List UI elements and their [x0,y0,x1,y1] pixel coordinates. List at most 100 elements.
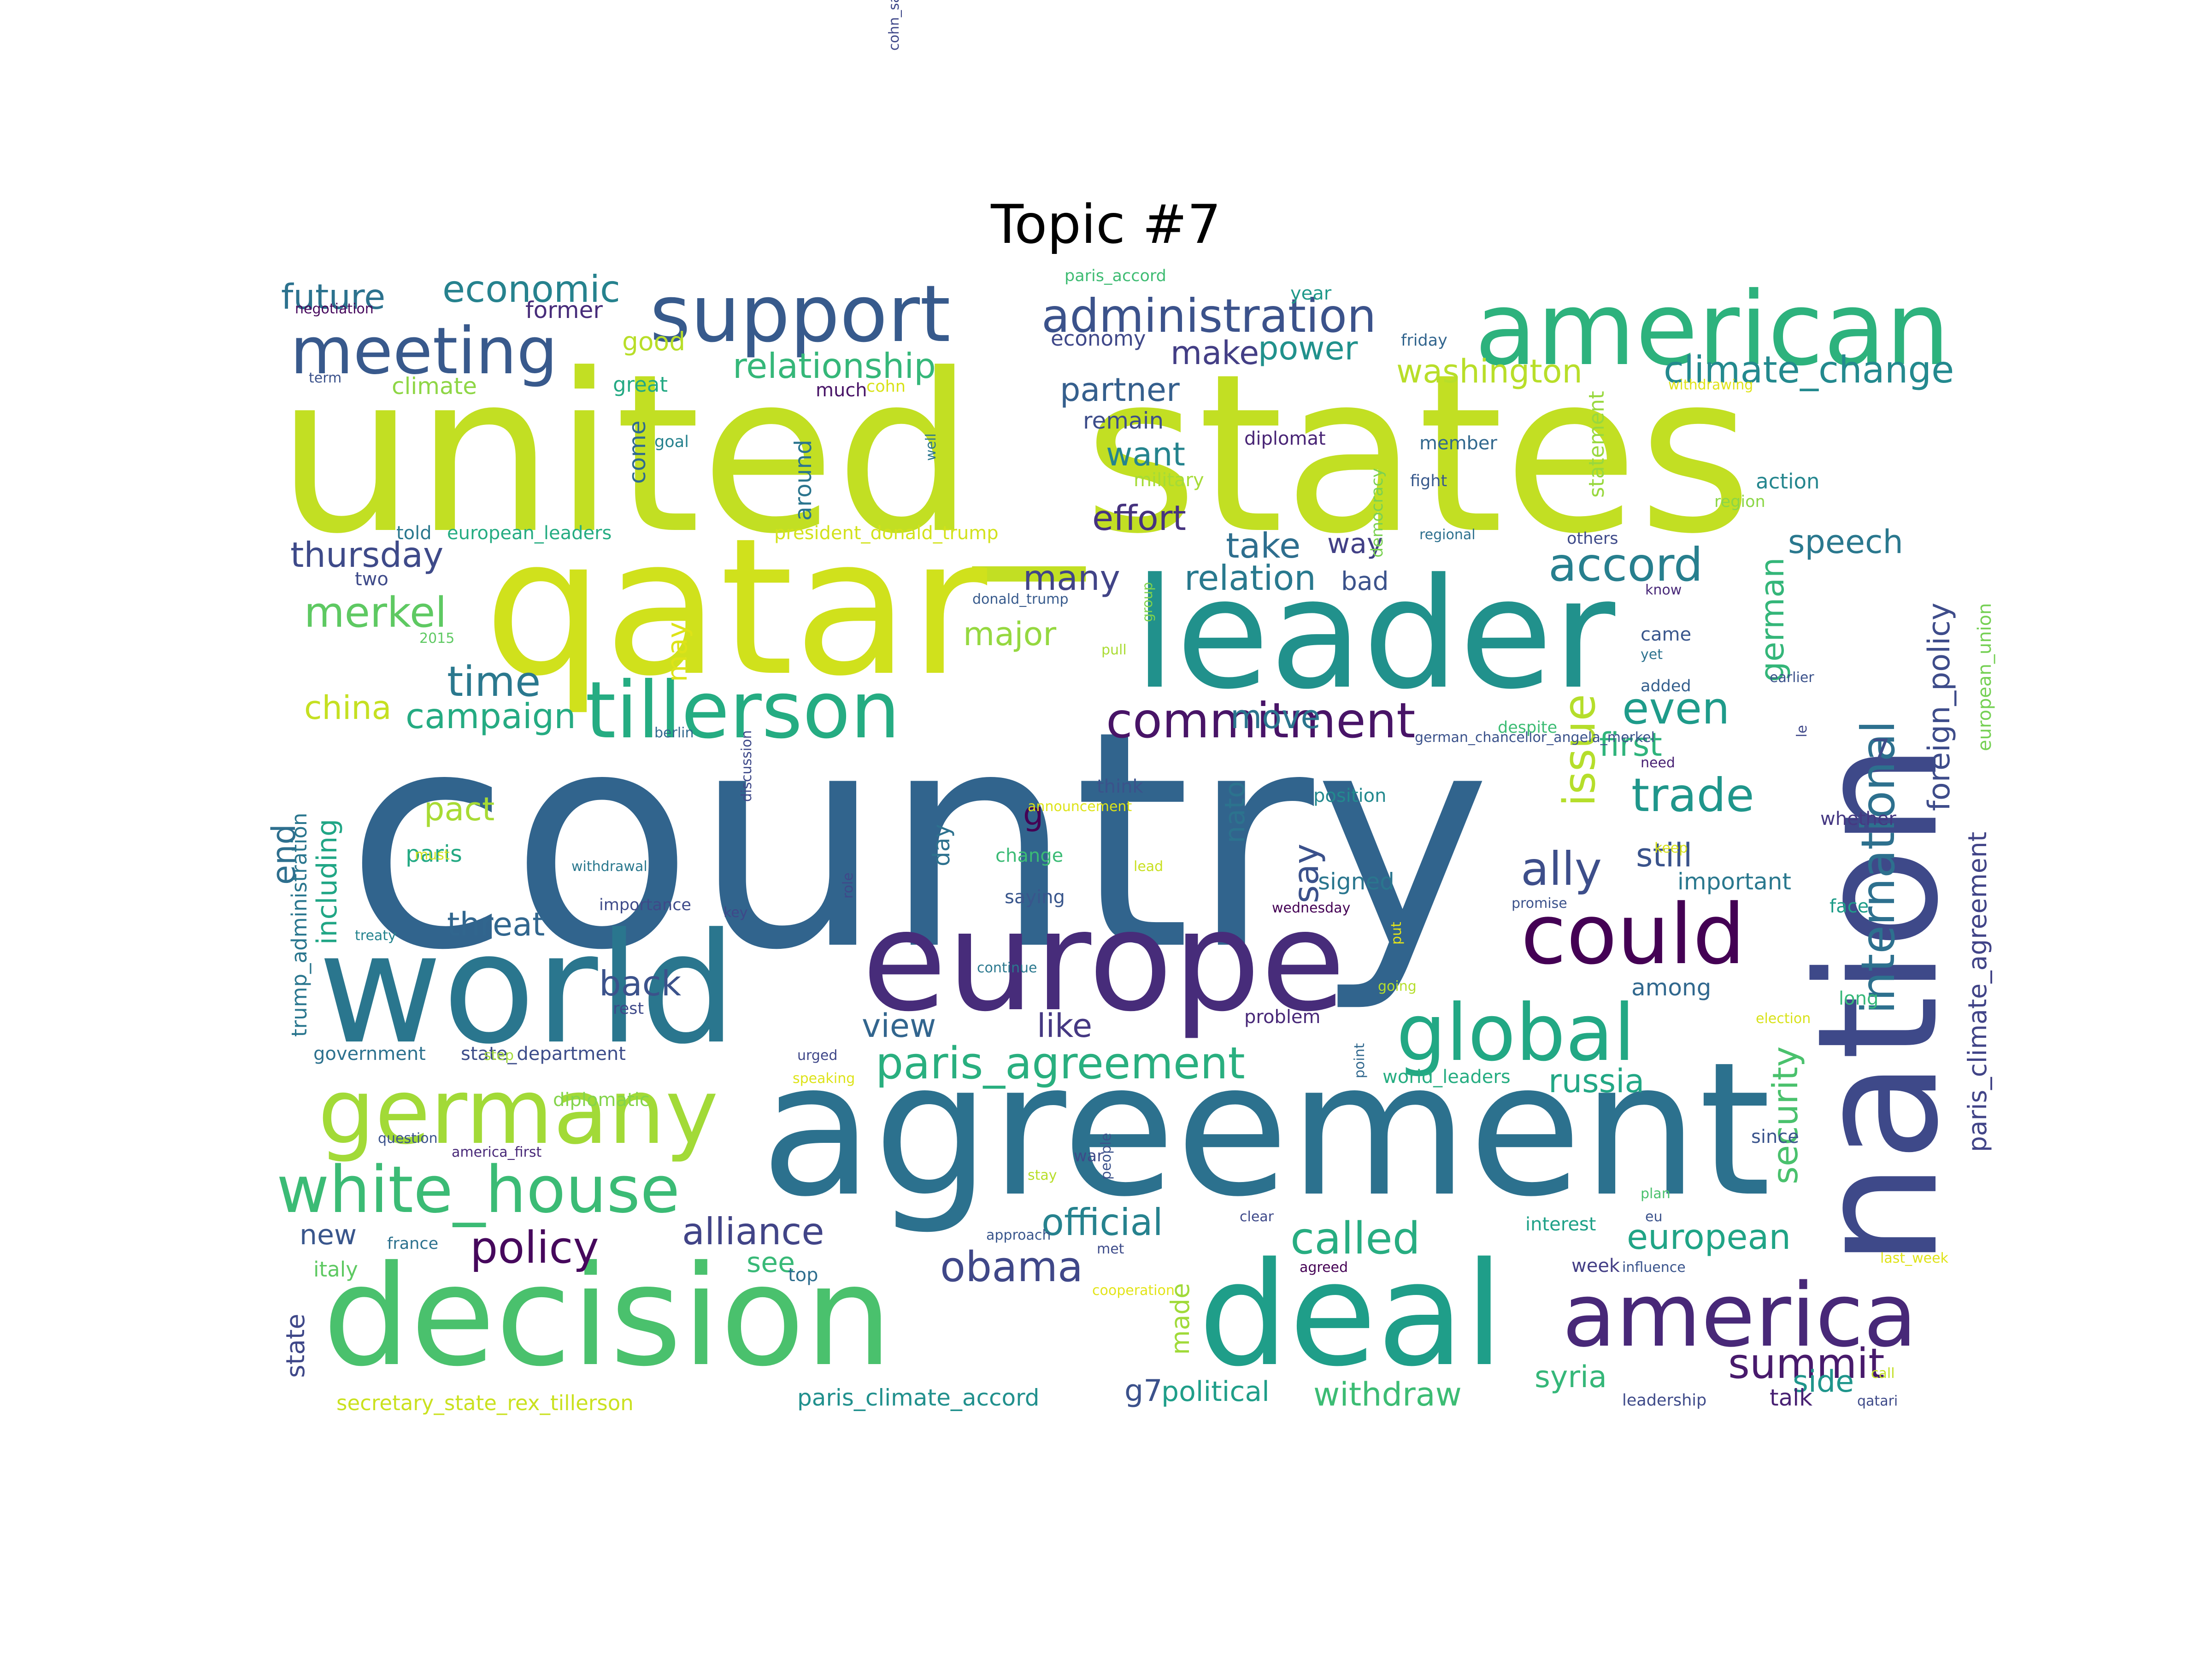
cloud-word: russia [1548,1062,1644,1100]
cloud-word: stay [1028,1167,1057,1183]
cloud-word: cooperation [1092,1282,1175,1299]
cloud-word: great [613,372,668,397]
cloud-word: paris [406,841,462,867]
cloud-word: wednesday [1272,900,1350,916]
cloud-word: view [862,1007,936,1045]
cloud-word: negotiation [295,301,374,317]
cloud-word: action [1756,469,1820,494]
cloud-word: many [1023,558,1120,598]
cloud-word: european_leaders [447,523,612,544]
cloud-word: discussion [739,730,755,802]
cloud-word: around [790,440,817,521]
cloud-word: way [1327,528,1383,560]
cloud-word: diplomatic [553,1089,650,1111]
cloud-word: make [1171,334,1259,372]
cloud-word: state [281,1314,310,1378]
cloud-word: week [1571,1255,1620,1277]
cloud-word: region [1714,493,1765,511]
cloud-word: talk [1770,1384,1812,1411]
cloud-word: world [318,900,737,1077]
cloud-word: agreement [760,1023,1771,1237]
cloud-word: told [396,523,432,544]
cloud-word: saying [1005,887,1065,908]
cloud-word: back [599,963,682,1004]
cloud-word: g [1023,795,1043,833]
cloud-word: day [928,824,955,866]
cloud-word: merkel [304,588,447,637]
cloud-word: economic [442,268,620,311]
cloud-word: side [1793,1365,1854,1399]
cloud-word: leader [1134,546,1617,723]
cloud-word: leadership [1622,1391,1706,1410]
cloud-word: well [923,433,939,461]
cloud-word: yet [1641,647,1663,663]
cloud-word: italy [313,1257,358,1282]
cloud-word: people [1098,1133,1114,1180]
cloud-word: major [963,615,1056,653]
cloud-word: official [1041,1201,1163,1244]
cloud-word: climate_change [1664,348,1954,391]
cloud-word: nato [1219,781,1251,843]
cloud-word: withdrawing [1668,377,1753,393]
cloud-word: trump_administration [287,813,312,1037]
cloud-word: signed [1318,868,1394,895]
cloud-word: former [525,297,603,324]
cloud-word: partner [1060,371,1180,409]
cloud-word: good [622,327,685,356]
cloud-word: bad [1341,566,1389,596]
cloud-word: qatari [1857,1393,1898,1409]
cloud-word: future [281,276,385,317]
cloud-word: china [304,689,392,727]
cloud-word: whether [1820,808,1896,830]
cloud-word: german [1753,558,1791,682]
cloud-word: added [1641,677,1691,695]
cloud-word: president_donald_trump [774,523,999,544]
cloud-word: clear [1240,1209,1274,1225]
cloud-word: interest [1525,1214,1596,1235]
cloud-word: america_first [452,1144,541,1160]
chart-title: Topic #7 [991,194,1221,256]
cloud-word: question [378,1130,438,1147]
cloud-word: international [1851,720,1905,1014]
cloud-word: effort [1092,498,1186,538]
cloud-word: new [300,1219,357,1251]
cloud-word: germany [318,1059,718,1164]
cloud-word: want [1106,435,1185,473]
cloud-word: face [1830,896,1869,917]
cloud-word: take [1226,525,1300,566]
cloud-word: political [1161,1376,1270,1408]
cloud-word: foreign_policy [1922,603,1957,811]
cloud-word: see [747,1247,795,1279]
cloud-word: know [1645,582,1682,598]
cloud-word: accord [1548,538,1703,592]
cloud-word: state_department [461,1043,626,1065]
cloud-word: ally [1521,842,1602,896]
cloud-word: change [995,845,1063,866]
cloud-word: nation [1782,743,1975,1267]
cloud-word: lead [1134,859,1163,875]
cloud-word: last_week [1880,1250,1949,1266]
cloud-word: donald_trump [972,591,1069,607]
cloud-word: trade [1631,768,1754,822]
cloud-word: america [1562,1265,1917,1366]
cloud-word: economy [1051,326,1146,351]
cloud-word: fight [1410,472,1447,490]
cloud-word: washington [1396,353,1583,390]
cloud-word: time [447,658,541,706]
cloud-word: world_leaders [1382,1066,1511,1088]
cloud-word: say [1286,844,1326,903]
cloud-word: among [1631,974,1711,1001]
cloud-word: called [1290,1213,1420,1264]
cloud-word: cohn [866,377,906,396]
cloud-word: keep [1654,840,1688,856]
cloud-word: relationship [733,346,936,386]
cloud-word: 2015 [419,630,454,647]
cloud-word: thursday [290,535,443,575]
cloud-word: alliance [682,1210,824,1253]
cloud-word: security [1765,1047,1806,1184]
cloud-word: agreed [1300,1259,1348,1276]
cloud-word: paris_accord [1065,267,1166,285]
cloud-word: policy [470,1223,599,1273]
